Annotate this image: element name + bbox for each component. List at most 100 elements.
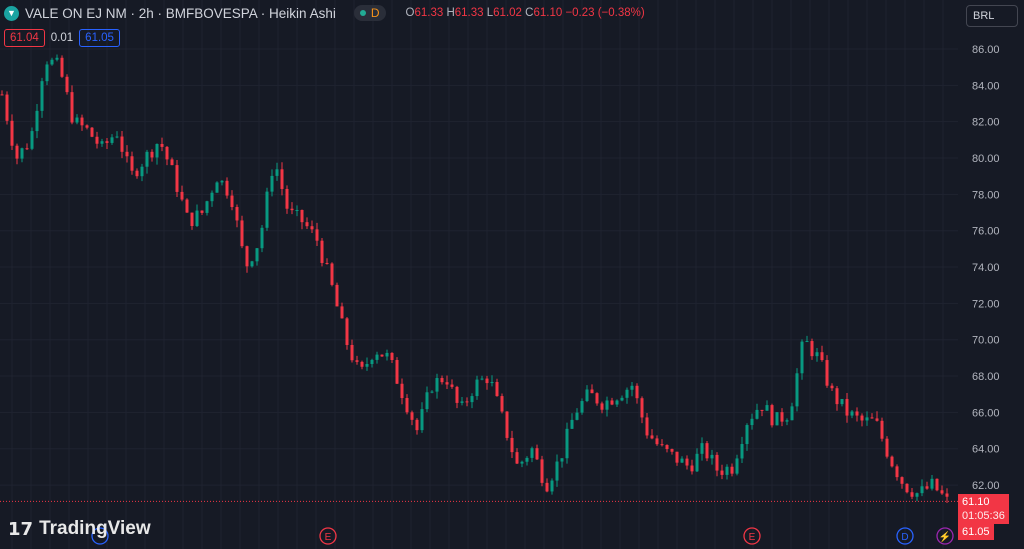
candle-body [780, 412, 784, 422]
tv-logo-icon: 𝟭𝟳 [8, 518, 34, 539]
candle-body [170, 159, 174, 166]
candle-body [485, 378, 489, 384]
ohlc-values: O61.33 H61.33 L61.02 C61.10 −0.23 (−0.38… [405, 7, 645, 19]
candle-body [285, 188, 289, 209]
vale-logo-icon: ▼ [4, 5, 19, 21]
candle-body [555, 461, 559, 481]
candle-body [190, 212, 194, 227]
candle-body [935, 478, 939, 491]
price-axis-label: 70.00 [972, 335, 1000, 347]
candle-body [755, 409, 759, 419]
candle-body [335, 284, 339, 307]
candle-body [270, 175, 274, 192]
price-axis-label: 68.00 [972, 371, 1000, 383]
sell-button[interactable]: 61.04 [4, 29, 45, 47]
candle-body [415, 419, 419, 431]
candle-body [160, 143, 164, 147]
candle-body [535, 448, 539, 460]
candle-body [140, 166, 144, 177]
candle-body [345, 318, 349, 345]
candle-body [785, 420, 789, 422]
candle-body [470, 396, 474, 403]
market-status-pill[interactable]: D [353, 5, 386, 21]
candle-body [925, 486, 929, 489]
candle-body [805, 341, 809, 343]
candle-body [625, 389, 629, 398]
candle-body [705, 443, 709, 459]
candle-body [130, 156, 134, 171]
candle-body [405, 398, 409, 413]
candle-body [490, 382, 494, 384]
candle-body [280, 169, 284, 189]
candle-body [690, 465, 694, 472]
candle-body [135, 170, 139, 177]
candle-body [835, 388, 839, 405]
candle-body [870, 417, 874, 419]
event-marker-icon [896, 527, 914, 545]
candle-body [155, 143, 159, 158]
candle-body [580, 401, 584, 413]
candle-body [300, 209, 304, 223]
candle-body [0, 94, 4, 96]
candle-body [825, 360, 829, 386]
tradingview-logo[interactable]: 𝟭𝟳 TradingView [8, 518, 151, 539]
candle-body [565, 428, 569, 459]
candle-body [910, 492, 914, 497]
candle-body [795, 373, 799, 407]
candle-body [90, 127, 94, 137]
candle-body [365, 364, 369, 367]
candle-body [95, 136, 99, 144]
candle-body [400, 383, 404, 399]
buy-button[interactable]: 61.05 [79, 29, 120, 47]
candle-body [615, 400, 619, 405]
currency-select[interactable]: BRL [966, 5, 1018, 27]
candle-body [720, 470, 724, 475]
candle-body [520, 461, 524, 464]
candle-body [775, 412, 779, 426]
candle-body [15, 145, 19, 159]
candle-body [45, 64, 49, 82]
candle-body [230, 195, 234, 208]
session-badge: D [370, 6, 380, 20]
candle-body [845, 398, 849, 416]
price-axis-label: 66.00 [972, 407, 1000, 419]
candle-body [640, 398, 644, 418]
candle-body [680, 458, 684, 463]
candle-body [115, 136, 119, 138]
candle-body [510, 437, 514, 453]
candle-body [255, 248, 259, 262]
price-axis-label: 76.00 [972, 226, 1000, 238]
candle-body [20, 148, 24, 159]
candle-body [105, 141, 109, 143]
candle-body [360, 361, 364, 367]
candle-body [70, 92, 74, 123]
candle-body [790, 406, 794, 421]
candle-body [330, 263, 334, 285]
candle-body [635, 385, 639, 399]
candle-body [525, 457, 529, 462]
candle-body [240, 220, 244, 247]
candle-body [305, 222, 309, 227]
candle-body [350, 344, 354, 361]
candle-body [435, 378, 439, 392]
candle-body [150, 151, 154, 158]
candle-body [685, 458, 689, 466]
candle-body [930, 478, 934, 489]
candle-body [725, 466, 729, 475]
candle-body [355, 360, 359, 362]
candle-body [425, 392, 429, 410]
candle-body [465, 401, 469, 403]
symbol-title[interactable]: VALE ON EJ NM · 2h · BMFBOVESPA · Heikin… [25, 5, 336, 21]
candle-body [560, 458, 564, 462]
candle-body [210, 192, 214, 202]
candle-body [655, 438, 659, 445]
candle-body [390, 352, 394, 360]
candle-body [620, 397, 624, 401]
candle-body [550, 480, 554, 492]
candle-body [810, 341, 814, 357]
spread-value: 0.01 [50, 32, 74, 44]
candle-body [885, 438, 889, 457]
candle-body [450, 384, 454, 387]
candle-body [455, 386, 459, 403]
